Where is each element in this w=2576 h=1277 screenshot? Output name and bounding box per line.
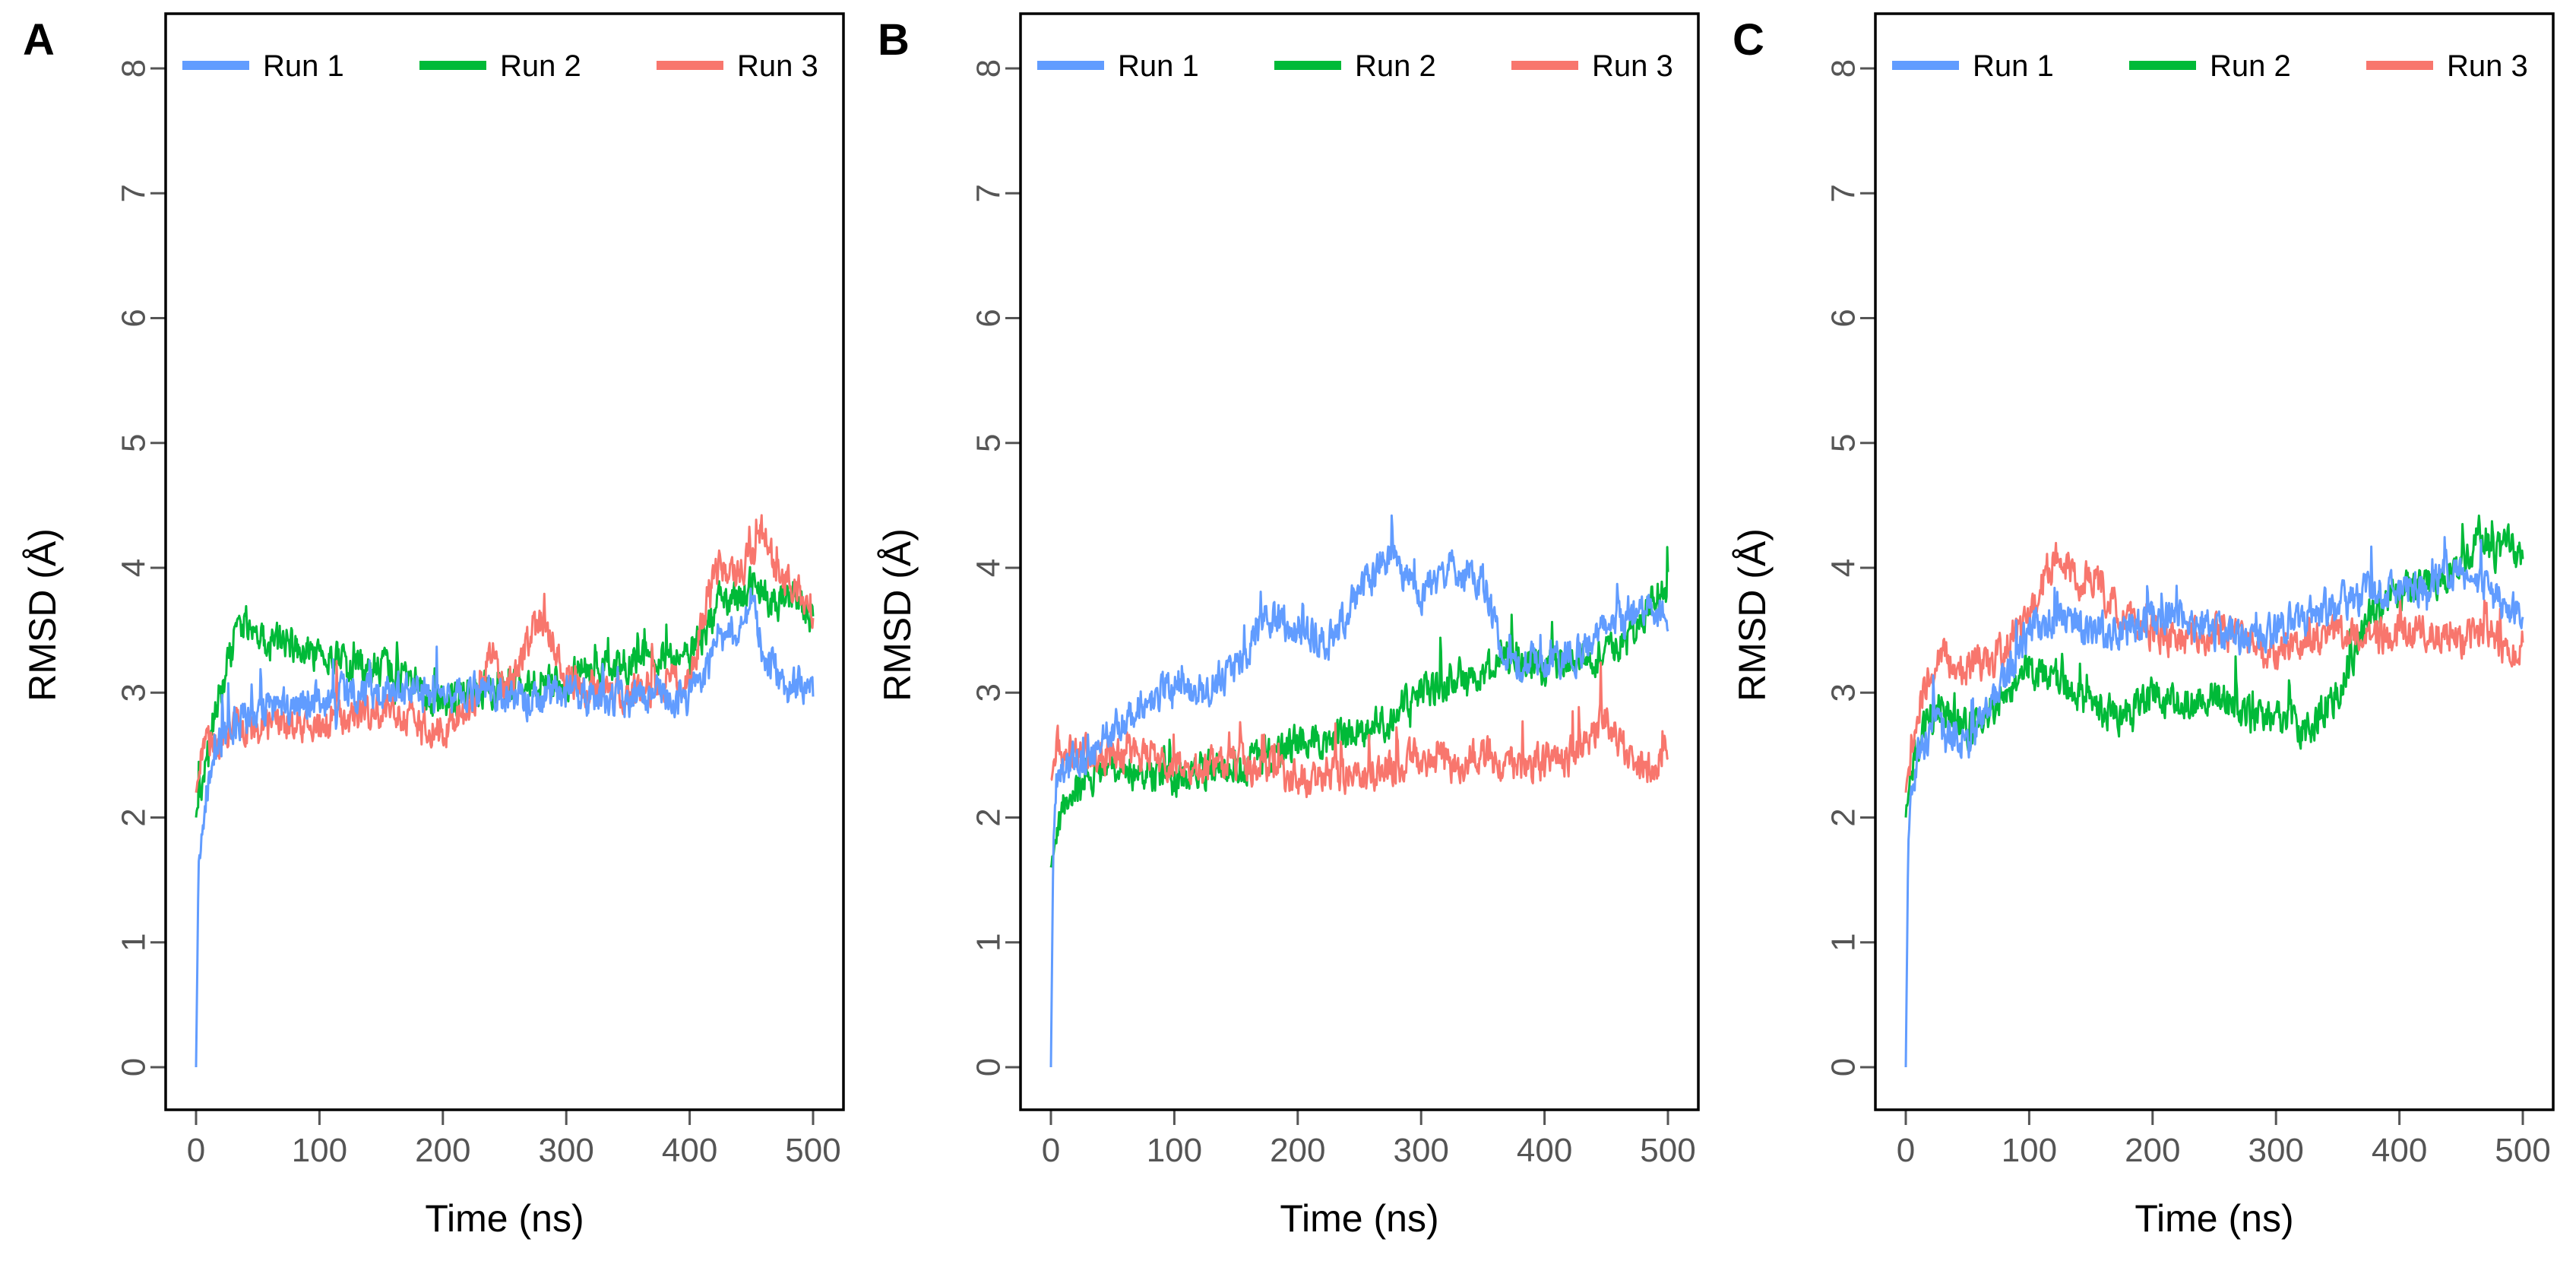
legend-label: Run 1 <box>1118 49 1199 83</box>
legend-label: Run 1 <box>263 49 344 83</box>
chart-panel-a: A 0 1 2 3 4 5 6 7 8 0 100 200 300 400 500 Time (ns) RMSD … <box>21 12 845 1240</box>
y-tick-label: 3 <box>116 683 153 702</box>
y-tick-label: 0 <box>116 1058 153 1076</box>
plot-frame <box>164 12 845 1111</box>
x-tick-label: 100 <box>2002 1132 2057 1169</box>
chart-panel-c: C 0 1 2 3 4 5 6 7 8 0 100 200 300 400 500 Time (ns) RMSD … <box>1731 12 2555 1240</box>
x-tick-label: 500 <box>1640 1132 1695 1169</box>
y-tick-label: 7 <box>970 184 1008 202</box>
y-tick-label: 1 <box>116 933 153 952</box>
legend-label: Run 2 <box>2210 49 2291 83</box>
x-tick-label: 200 <box>415 1132 470 1169</box>
panel-letter: A <box>23 15 55 65</box>
x-tick-label: 100 <box>1147 1132 1202 1169</box>
plot-frame <box>1019 12 1700 1111</box>
y-axis-label: RMSD (Å) <box>876 528 919 702</box>
y-tick-label: 5 <box>116 434 153 452</box>
x-tick-label: 300 <box>2248 1132 2303 1169</box>
x-tick-label: 200 <box>1270 1132 1325 1169</box>
x-axis-label: Time (ns) <box>2135 1197 2293 1240</box>
x-tick-label: 500 <box>785 1132 840 1169</box>
series-line-run-3 <box>195 514 815 793</box>
y-tick-label: 3 <box>1825 683 1862 702</box>
x-tick-label: 100 <box>292 1132 347 1169</box>
plot-frame <box>1874 12 2555 1111</box>
y-tick-label: 6 <box>116 309 153 327</box>
x-tick-label: 300 <box>538 1132 593 1169</box>
y-tick-label: 6 <box>1825 309 1862 327</box>
y-tick-label: 8 <box>1825 59 1862 78</box>
y-tick-label: 5 <box>970 434 1008 452</box>
series-line-run-2 <box>1904 514 2524 818</box>
y-tick-label: 8 <box>970 59 1008 78</box>
series-line-run-1 <box>195 587 815 1068</box>
y-tick-label: 7 <box>116 184 153 202</box>
x-tick-label: 0 <box>1897 1132 1915 1169</box>
legend-label: Run 3 <box>737 49 818 83</box>
x-tick-label: 300 <box>1393 1132 1448 1169</box>
y-tick-label: 7 <box>1825 184 1862 202</box>
x-tick-label: 0 <box>1042 1132 1060 1169</box>
y-tick-label: 2 <box>970 808 1008 826</box>
legend-label: Run 1 <box>1973 49 2054 83</box>
x-tick-label: 400 <box>1517 1132 1572 1169</box>
y-tick-label: 0 <box>970 1058 1008 1076</box>
legend-label: Run 2 <box>500 49 581 83</box>
legend-label: Run 2 <box>1355 49 1436 83</box>
chart-panel-b: B 0 1 2 3 4 5 6 7 8 0 100 200 300 400 500 Time (ns) RMSD … <box>876 12 1700 1240</box>
legend-label: Run 3 <box>2447 49 2528 83</box>
panel-letter: C <box>1733 15 1764 65</box>
y-tick-label: 8 <box>116 59 153 78</box>
y-tick-label: 6 <box>970 309 1008 327</box>
legend-label: Run 3 <box>1592 49 1673 83</box>
y-axis-label: RMSD (Å) <box>1731 528 1774 702</box>
x-axis-label: Time (ns) <box>1280 1197 1438 1240</box>
series-line-run-1 <box>1049 514 1669 1068</box>
y-tick-label: 0 <box>1825 1058 1862 1076</box>
y-tick-label: 4 <box>1825 559 1862 577</box>
series-line-run-3 <box>1050 661 1669 799</box>
x-tick-label: 200 <box>2125 1132 2180 1169</box>
y-tick-label: 5 <box>1825 434 1862 452</box>
y-axis-label: RMSD (Å) <box>21 528 64 702</box>
x-tick-label: 400 <box>2372 1132 2427 1169</box>
y-tick-label: 2 <box>1825 808 1862 826</box>
series-line-run-1 <box>1904 536 2524 1068</box>
x-axis-label: Time (ns) <box>425 1197 584 1240</box>
y-tick-label: 2 <box>116 808 153 826</box>
y-tick-label: 1 <box>970 933 1008 952</box>
y-tick-label: 3 <box>970 683 1008 702</box>
y-tick-label: 4 <box>970 559 1008 577</box>
x-tick-label: 500 <box>2495 1132 2550 1169</box>
panel-letter: B <box>878 15 910 65</box>
x-tick-label: 400 <box>662 1132 717 1169</box>
y-tick-label: 4 <box>116 559 153 577</box>
x-tick-label: 0 <box>187 1132 205 1169</box>
y-tick-label: 1 <box>1825 933 1862 952</box>
